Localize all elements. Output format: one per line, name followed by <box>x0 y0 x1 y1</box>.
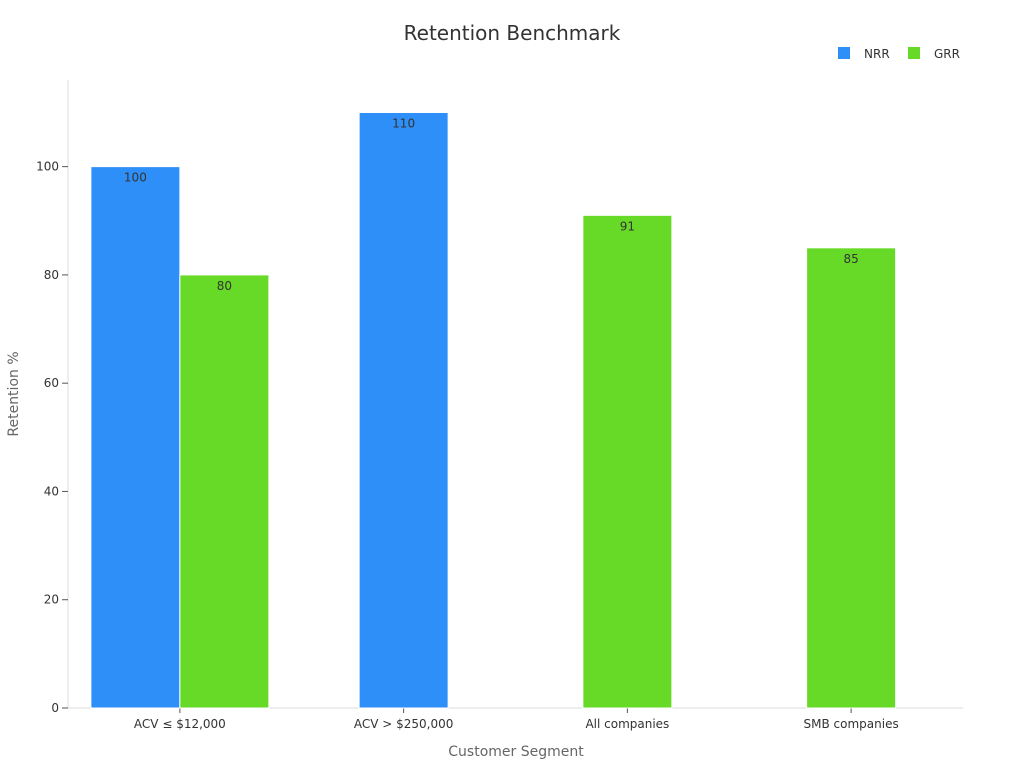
y-tick-label: 100 <box>36 160 59 174</box>
bars <box>90 111 897 709</box>
bar-nrr-2 <box>358 111 449 709</box>
y-tick-label: 40 <box>44 484 59 498</box>
x-axis: ACV ≤ $12,000 ACV > $250,000 All companies… <box>68 707 963 731</box>
bar-grr-1 <box>179 274 270 709</box>
legend-swatch-grr <box>908 47 920 59</box>
data-label-grr-4: 85 <box>843 252 858 266</box>
legend-swatch-nrr <box>838 47 850 59</box>
bar-labels: 100 80 110 91 85 <box>124 116 859 292</box>
legend-label-grr: GRR <box>934 47 960 61</box>
y-tick-label: 20 <box>44 593 59 607</box>
y-tick-label: 80 <box>44 268 59 282</box>
y-axis: 0 20 40 60 80 100 <box>36 80 69 715</box>
data-label-grr-1: 80 <box>217 279 232 293</box>
x-tick-label: SMB companies <box>804 717 899 731</box>
x-tick-label: ACV ≤ $12,000 <box>134 717 226 731</box>
chart-title: Retention Benchmark <box>404 21 621 45</box>
data-label-nrr-1: 100 <box>124 171 147 185</box>
y-axis-label: Retention % <box>6 351 22 436</box>
y-tick-label: 60 <box>44 376 59 390</box>
legend-label-nrr: NRR <box>864 47 890 61</box>
bar-grr-3 <box>582 214 673 709</box>
x-tick-label: ACV > $250,000 <box>354 717 454 731</box>
bar-grr-4 <box>806 247 897 709</box>
x-axis-label: Customer Segment <box>448 744 584 760</box>
legend: NRR GRR <box>838 47 960 61</box>
data-label-grr-3: 91 <box>620 219 635 233</box>
bar-nrr-1 <box>90 166 181 709</box>
data-label-nrr-2: 110 <box>392 116 415 130</box>
y-tick-label: 0 <box>51 701 59 715</box>
x-tick-label: All companies <box>585 717 669 731</box>
